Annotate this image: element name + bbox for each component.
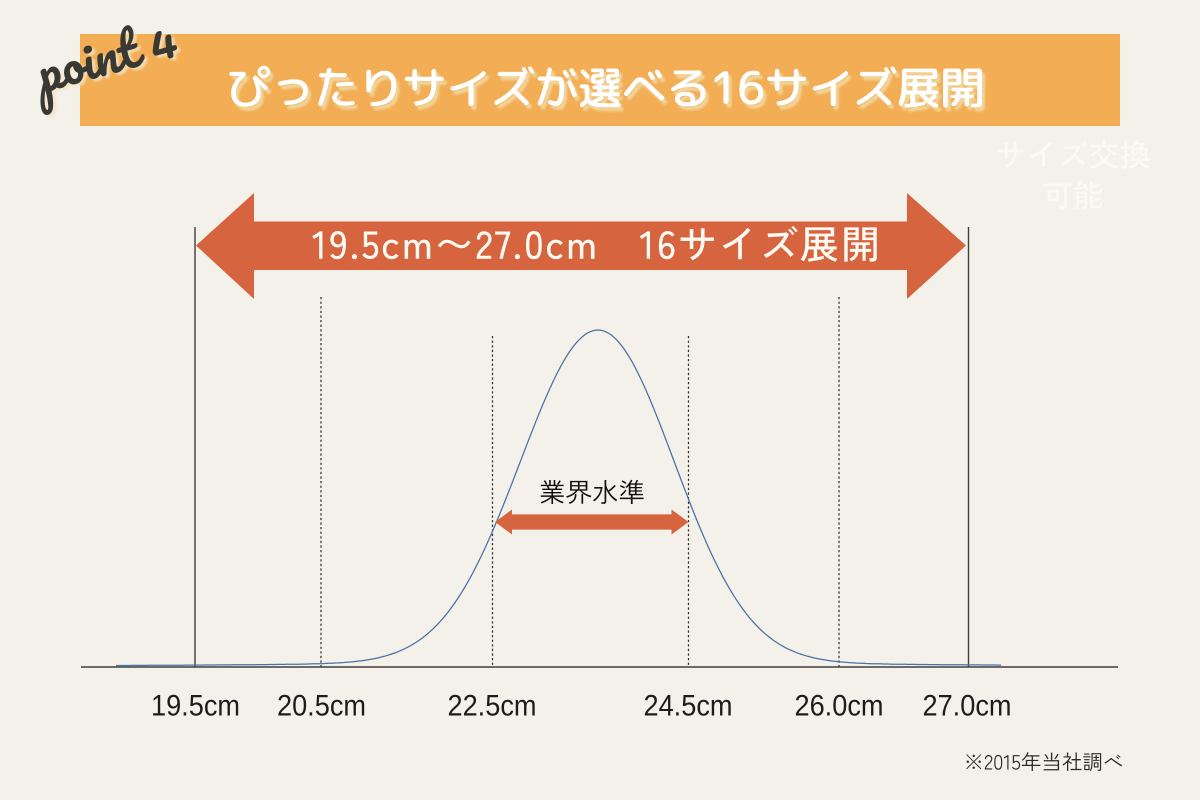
svg-text:26.0cm: 26.0cm — [795, 690, 884, 723]
svg-text:22.5cm: 22.5cm — [448, 690, 537, 723]
svg-text:20.5cm: 20.5cm — [277, 690, 366, 723]
svg-text:24.5cm: 24.5cm — [644, 690, 733, 723]
svg-text:19.5cm: 19.5cm — [151, 690, 240, 723]
svg-text:27.0cm: 27.0cm — [923, 690, 1012, 723]
